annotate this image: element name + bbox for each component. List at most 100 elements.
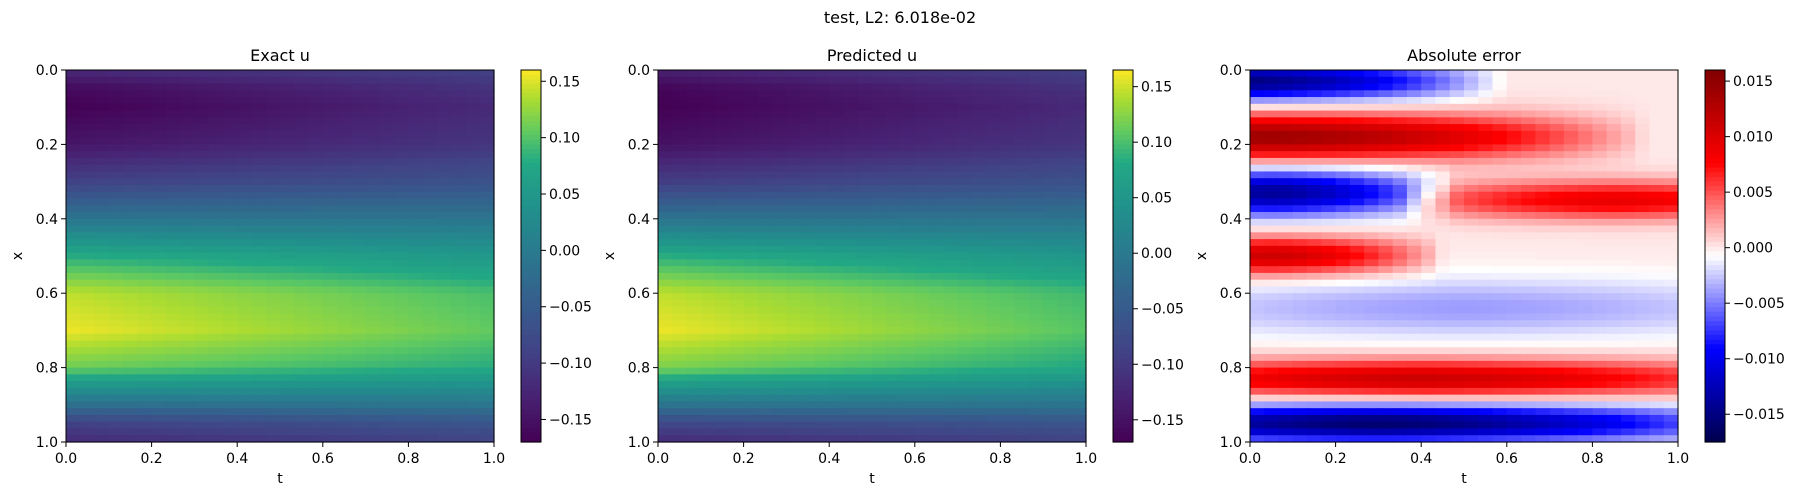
- heatmap-cell: [94, 83, 110, 91]
- heatmap-cell: [108, 360, 124, 369]
- heatmap-cell: [1606, 299, 1622, 308]
- heatmap-cell: [1649, 266, 1665, 274]
- heatmap-cell: [1349, 387, 1365, 396]
- heatmap-cell: [1435, 293, 1451, 301]
- heatmap-cell: [1378, 117, 1394, 125]
- heatmap-cell: [943, 245, 959, 254]
- heatmap-cell: [66, 333, 81, 342]
- heatmap-cell: [1307, 232, 1322, 240]
- heatmap-cell: [1292, 225, 1308, 233]
- heatmap-cell: [1057, 205, 1073, 213]
- heatmap-cell: [1620, 130, 1636, 139]
- heatmap-cell: [715, 306, 730, 315]
- heatmap-cell: [451, 374, 467, 382]
- heatmap-cell: [408, 367, 424, 375]
- heatmap-cell: [251, 90, 267, 98]
- heatmap-cell: [772, 76, 787, 85]
- heatmap-cell: [1378, 164, 1394, 173]
- heatmap-cell: [208, 279, 224, 288]
- heatmap-cell: [1292, 90, 1308, 98]
- heatmap-cell: [800, 157, 816, 166]
- heatmap-cell: [123, 272, 138, 281]
- x-axis-ticks: 0.0 0.2 0.4 0.6 0.8 1.0: [647, 442, 1097, 467]
- heatmap-cell: [800, 414, 816, 423]
- heatmap-cell: [208, 252, 224, 260]
- heatmap-cell: [1563, 83, 1579, 91]
- heatmap-cell: [1449, 245, 1465, 254]
- heatmap-cell: [1278, 130, 1294, 139]
- heatmap-cell: [658, 124, 673, 132]
- heatmap-cell: [1392, 171, 1408, 179]
- heatmap-cell: [194, 184, 210, 193]
- heatmap-cell: [94, 171, 110, 179]
- heatmap-cell: [814, 313, 830, 321]
- heatmap-cell: [280, 306, 295, 315]
- heatmap-cell: [222, 225, 238, 233]
- heatmap-cell: [986, 435, 1001, 443]
- heatmap-cell: [872, 212, 887, 220]
- heatmap-cell: [137, 259, 153, 267]
- heatmap-cell: [1535, 245, 1551, 254]
- heatmap-cell: [1307, 279, 1322, 288]
- heatmap-cell: [1435, 272, 1451, 281]
- heatmap-cell: [94, 212, 110, 220]
- heatmap-cell: [1364, 218, 1379, 227]
- heatmap-cell: [1421, 327, 1437, 335]
- heatmap-cell: [1057, 70, 1073, 78]
- heatmap-cell: [1549, 239, 1565, 247]
- heatmap-cell: [1506, 252, 1522, 260]
- heatmap-cell: [1014, 83, 1030, 91]
- heatmap-cell: [1250, 191, 1265, 200]
- heatmap-cell: [986, 421, 1001, 430]
- heatmap-cell: [451, 354, 467, 362]
- heatmap-cell: [757, 421, 773, 430]
- heatmap-cell: [1635, 299, 1651, 308]
- heatmap-cell: [123, 117, 138, 125]
- heatmap-cell: [814, 90, 830, 98]
- heatmap-cell: [986, 70, 1001, 78]
- heatmap-cell: [365, 245, 381, 254]
- heatmap-cell: [479, 110, 495, 118]
- heatmap-cell: [1421, 184, 1437, 193]
- heatmap-cell: [886, 401, 902, 409]
- heatmap-cell: [757, 70, 773, 78]
- heatmap-cell: [422, 387, 438, 396]
- heatmap-cell: [672, 320, 688, 328]
- heatmap-cell: [1635, 306, 1651, 315]
- heatmap-cell: [1264, 103, 1280, 112]
- heatmap-cell: [1014, 232, 1030, 240]
- heatmap-cell: [365, 110, 381, 118]
- heatmap-cell: [165, 435, 181, 443]
- heatmap-cell: [308, 327, 324, 335]
- heatmap-cell: [957, 401, 973, 409]
- colorbar-segment: [1113, 190, 1133, 197]
- heatmap-cell: [108, 117, 124, 125]
- heatmap-cell: [658, 286, 673, 294]
- heatmap-cell: [308, 374, 324, 382]
- heatmap-cell: [237, 306, 253, 315]
- colorbar-segment: [1113, 376, 1133, 383]
- heatmap-cell: [1563, 293, 1579, 301]
- colorbar-tick-label: −0.15: [549, 412, 592, 428]
- heatmap-cell: [408, 333, 424, 342]
- heatmap-cell: [1349, 83, 1365, 91]
- heatmap-cell: [165, 347, 181, 355]
- heatmap-cell: [1535, 157, 1551, 166]
- heatmap-cell: [1028, 354, 1044, 362]
- heatmap-cell: [351, 144, 367, 152]
- heatmap-cell: [208, 327, 224, 335]
- heatmap-cell: [66, 198, 81, 206]
- heatmap-cell: [757, 306, 773, 315]
- heatmap-cell: [1578, 137, 1593, 145]
- heatmap-cell: [94, 299, 110, 308]
- heatmap-cell: [351, 124, 367, 132]
- heatmap-cell: [1606, 171, 1622, 179]
- heatmap-cell: [1635, 130, 1651, 139]
- heatmap-cell: [408, 272, 424, 281]
- heatmap-cell: [672, 124, 688, 132]
- heatmap-cell: [351, 76, 367, 85]
- heatmap-cell: [957, 313, 973, 321]
- heatmap-cell: [1335, 97, 1351, 105]
- heatmap-cell: [1264, 360, 1280, 369]
- heatmap-cell: [1406, 171, 1422, 179]
